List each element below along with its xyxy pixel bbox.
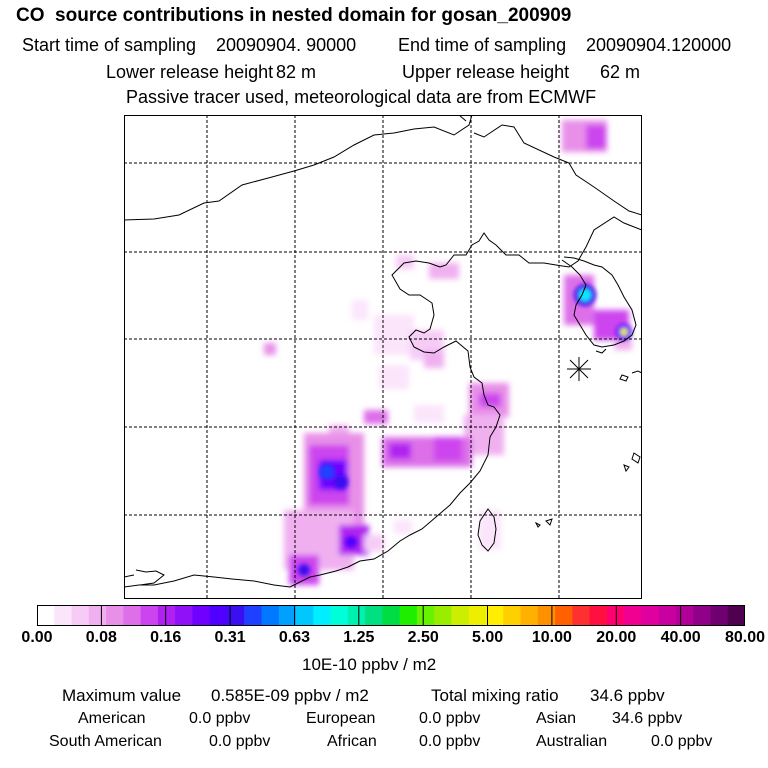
region-name-european: European [306, 710, 376, 727]
coastlines [124, 115, 642, 588]
colorbar-cell [71, 605, 90, 626]
colorbar-cell [675, 605, 694, 626]
region-value-african: 0.0 ppbv [419, 733, 481, 750]
colorbar-cell [209, 605, 228, 626]
region-value-european: 0.0 ppbv [419, 710, 481, 727]
colorbar-cell [416, 605, 435, 626]
colorbar-cell [88, 605, 107, 626]
colorbar-cell [157, 605, 176, 626]
colorbar-cell [693, 605, 712, 626]
colorbar-cell [589, 605, 608, 626]
colorbar-cell [520, 605, 539, 626]
colorbar-cell [244, 605, 263, 626]
colorbar-cell [399, 605, 418, 626]
colorbar-label: 0.16 [150, 629, 182, 646]
colorbar-cell [572, 605, 591, 626]
colorbar-cell [503, 605, 522, 626]
concentration-field [264, 120, 632, 585]
region-name-african: African [327, 733, 377, 750]
plot-title: CO source contributions in nested domain… [16, 5, 572, 26]
colorbar-cell [140, 605, 159, 626]
upper-height-label: Upper release height [402, 62, 570, 82]
colorbar-label: 40.00 [660, 629, 701, 646]
colorbar-cell [365, 605, 383, 626]
start-time-value: 20090904. 90000 [216, 35, 357, 55]
colorbar-cell [624, 605, 642, 626]
colorbar-cell [382, 605, 401, 626]
end-time-value: 20090904.120000 [586, 35, 732, 55]
colorbar-cell [658, 605, 677, 626]
colorbar-label: 0.31 [214, 629, 246, 646]
tracer-note: Passive tracer used, meteorological data… [126, 87, 597, 107]
colorbar-unit: 10E-10 ppbv / m2 [302, 655, 437, 674]
upper-height-value: 62 m [600, 62, 641, 82]
end-time-label: End time of sampling [398, 35, 567, 55]
colorbar-cell [451, 605, 470, 626]
lower-height-value: 82 m [276, 62, 317, 82]
colorbar-cell [313, 605, 332, 626]
max-value: 0.585E-09 ppbv / m2 [211, 686, 369, 705]
colorbar-cell [641, 605, 660, 626]
region-name-australian: Australian [536, 733, 608, 750]
colorbar-cell [537, 605, 556, 626]
colorbar-cell [555, 605, 573, 626]
colorbar-cell [485, 605, 504, 626]
colorbar-cell [278, 605, 297, 626]
region-name-asian: Asian [536, 710, 577, 727]
colorbar-cell [434, 605, 453, 626]
colorbar-label: 5.00 [471, 629, 504, 646]
colorbar-cell [347, 605, 366, 626]
region-name-american: American [78, 710, 146, 727]
colorbar-label: 2.50 [407, 629, 439, 646]
total-mixing-label: Total mixing ratio [431, 686, 559, 705]
colorbar-cell [296, 605, 314, 626]
colorbar-cell [468, 605, 487, 626]
colorbar-cell [123, 605, 142, 626]
colorbar-cell [54, 605, 73, 626]
lower-height-label: Lower release height [106, 62, 274, 82]
colorbar-cell [261, 605, 280, 626]
colorbar-label: 20.00 [596, 629, 637, 646]
region-value-south-american: 0.0 ppbv [209, 733, 271, 750]
max-value-label: Maximum value [62, 686, 182, 705]
colorbar-cell [727, 605, 745, 626]
colorbar-cell [37, 605, 55, 626]
colorbar [37, 605, 745, 626]
region-value-australian: 0.0 ppbv [651, 733, 713, 750]
colorbar-label: 1.25 [343, 629, 375, 646]
region-name-south-american: South American [49, 733, 162, 750]
receptor-marker [567, 357, 591, 381]
colorbar-label: 0.08 [85, 629, 117, 646]
colorbar-cell [710, 605, 729, 626]
map-border [124, 115, 642, 599]
colorbar-cell [226, 605, 245, 626]
total-mixing-value: 34.6 ppbv [590, 686, 665, 705]
colorbar-label: 80.00 [724, 629, 766, 646]
region-value-american: 0.0 ppbv [189, 710, 251, 727]
colorbar-label: 10.00 [531, 629, 572, 646]
colorbar-cell [106, 605, 124, 626]
colorbar-cell [330, 605, 349, 626]
map-panel [124, 115, 642, 599]
hotspots [298, 284, 632, 576]
colorbar-label: 0.00 [21, 629, 53, 646]
colorbar-cell [192, 605, 211, 626]
colorbar-cell [606, 605, 625, 626]
start-time-label: Start time of sampling [22, 35, 197, 55]
colorbar-label: 0.63 [278, 629, 311, 646]
lat-lon-grid [124, 115, 642, 599]
region-value-asian: 34.6 ppbv [612, 710, 683, 727]
colorbar-cell [175, 605, 194, 626]
